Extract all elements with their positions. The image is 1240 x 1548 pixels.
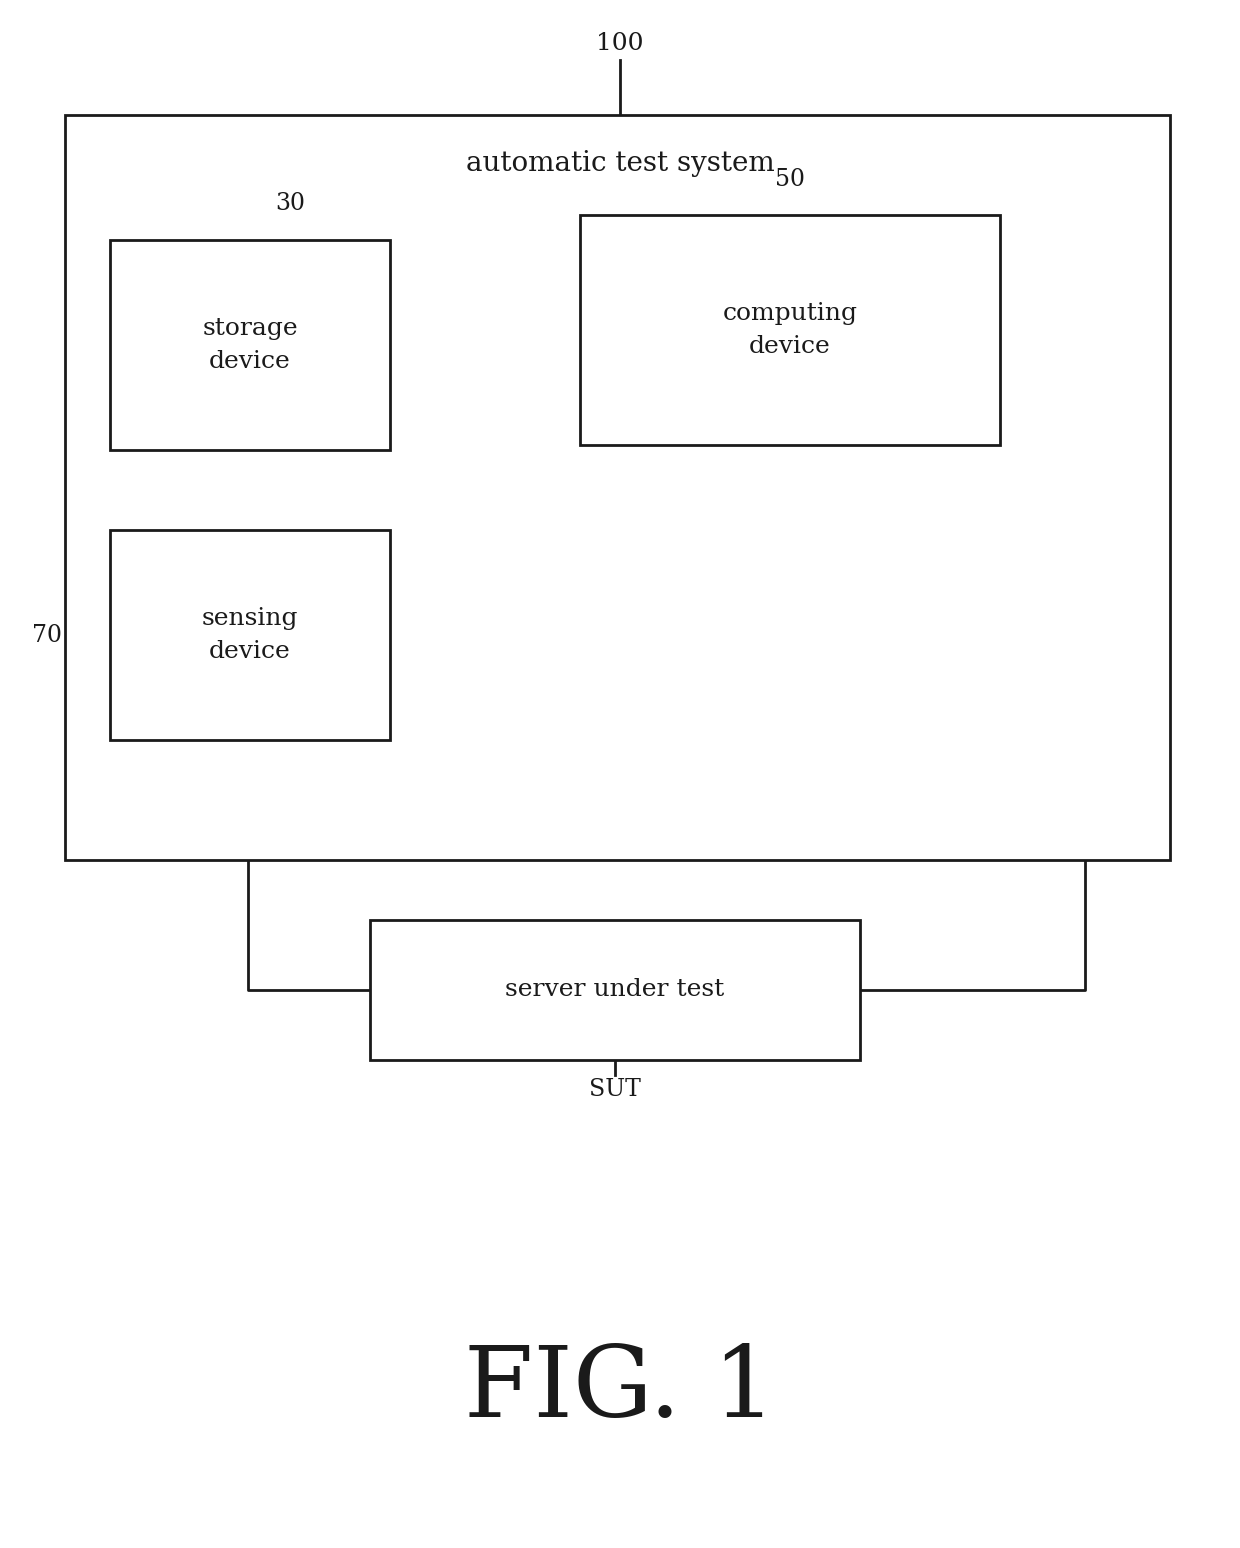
Bar	[110, 529, 391, 740]
Bar	[370, 920, 861, 1060]
Text: FIG. 1: FIG. 1	[464, 1342, 776, 1438]
Text: 30: 30	[275, 192, 305, 215]
Text: SUT: SUT	[589, 1077, 641, 1101]
Text: storage
device: storage device	[202, 317, 298, 373]
Text: 50: 50	[775, 169, 805, 190]
Bar	[580, 215, 999, 444]
Bar	[110, 240, 391, 450]
Text: automatic test system: automatic test system	[466, 150, 774, 176]
Text: 70: 70	[32, 624, 62, 647]
Bar	[64, 115, 1171, 861]
Text: server under test: server under test	[506, 978, 724, 1002]
Text: sensing
device: sensing device	[202, 607, 299, 664]
Text: 100: 100	[596, 33, 644, 56]
Text: computing
device: computing device	[723, 302, 858, 359]
